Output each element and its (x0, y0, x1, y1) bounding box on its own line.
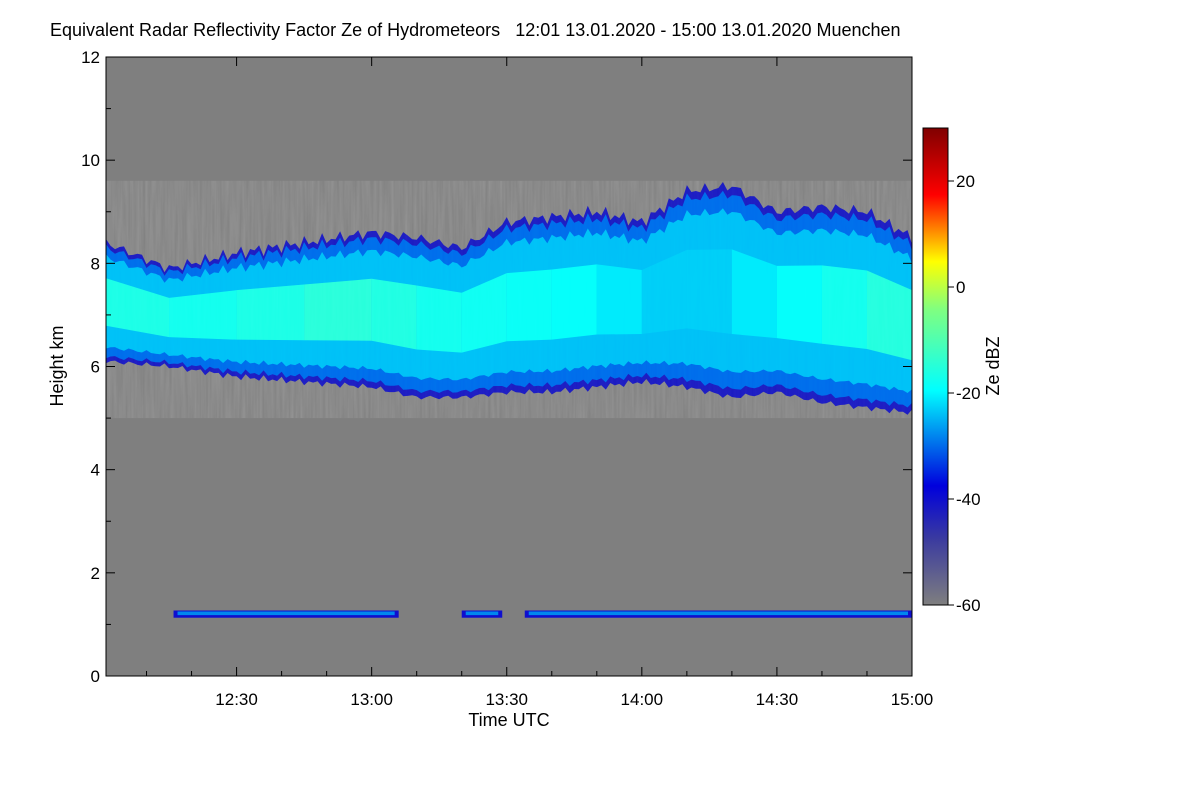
y-axis: 0 2 4 6 8 10 12 (81, 48, 912, 686)
y-tick-label: 4 (91, 461, 100, 480)
x-tick-label: 13:00 (350, 690, 393, 709)
colorbar: 20 0 -20 -40 -60 Ze dBZ (922, 127, 1003, 615)
y-tick-label: 8 (91, 254, 100, 273)
colorbar-tick-label: -60 (956, 596, 981, 615)
title-period: 12:01 13.01.2020 - 15:00 13.01.2020 (515, 20, 812, 40)
y-tick-label: 6 (91, 358, 100, 377)
y-axis-label: Height km (47, 325, 67, 406)
low-layer-core (465, 611, 499, 616)
reflectivity-field (106, 180, 912, 618)
x-tick-label: 15:00 (891, 690, 934, 709)
title-main: Equivalent Radar Reflectivity Factor Ze … (50, 20, 501, 40)
colorbar-tick-label: -40 (956, 490, 981, 509)
x-axis-label: Time UTC (468, 710, 549, 730)
colorbar-gradient (922, 127, 949, 606)
low-layer-core (177, 611, 395, 616)
y-tick-label: 10 (81, 151, 100, 170)
colorbar-tick-label: 20 (956, 172, 975, 191)
colorbar-tick-label: -20 (956, 384, 981, 403)
y-tick-label: 12 (81, 48, 100, 67)
colorbar-label: Ze dBZ (983, 336, 1003, 395)
colorbar-tick-label: 0 (956, 278, 965, 297)
x-tick-label: 14:00 (621, 690, 664, 709)
title-location: Muenchen (816, 20, 901, 40)
x-tick-label: 13:30 (485, 690, 528, 709)
cloud-texture (106, 180, 912, 419)
y-tick-label: 2 (91, 564, 100, 583)
low-layer-core (528, 611, 908, 616)
y-tick-label: 0 (91, 667, 100, 686)
chart-title: Equivalent Radar Reflectivity Factor Ze … (50, 20, 901, 41)
x-tick-label: 12:30 (215, 690, 258, 709)
x-tick-label: 14:30 (756, 690, 799, 709)
x-axis: 12:30 13:00 13:30 14:00 14:30 15:00 (146, 57, 934, 709)
plot-area (105, 56, 913, 677)
